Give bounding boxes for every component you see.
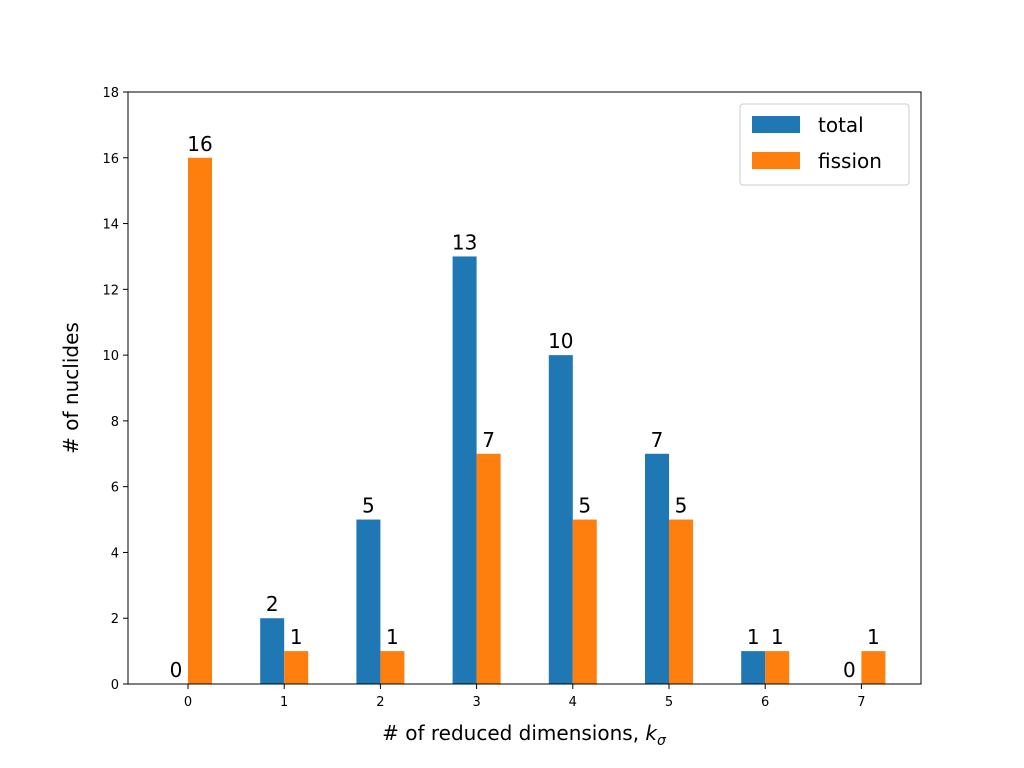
y-tick-label: 12 [102,283,119,298]
legend-label-total: total [818,113,864,137]
data-label-total-7: 0 [843,658,856,682]
legend-label-fission: fission [818,149,882,173]
bar-fission-4 [572,519,597,684]
x-axis-label-text: # of reduced dimensions, [382,721,645,745]
bars-layer [188,157,886,684]
data-label-total-6: 1 [747,625,760,649]
x-axis: 0 1 2 3 4 5 6 7 [184,684,866,710]
legend: total fission [739,103,910,186]
y-tick-label: 8 [111,415,119,430]
x-axis-label-symbol: k [645,721,658,745]
data-label-fission-0: 16 [187,132,212,156]
data-label-fission-6: 1 [771,625,784,649]
legend-swatch-total [752,116,800,133]
bar-total-2 [356,519,381,684]
y-axis-label: # of nuclides [59,322,83,454]
y-tick-label: 2 [111,612,119,627]
y-tick-label: 6 [111,481,119,496]
bar-total-4 [548,355,573,684]
data-label-fission-3: 7 [482,428,495,452]
x-tick-label: 6 [761,695,769,710]
y-tick-label: 0 [111,678,119,693]
bar-fission-0 [188,157,212,684]
bar-total-5 [645,453,669,684]
bar-fission-6 [765,651,790,684]
bar-fission-2 [380,651,405,684]
x-tick-label: 5 [665,695,673,710]
y-tick-label: 18 [102,86,119,101]
bar-fission-5 [669,519,693,684]
data-label-total-5: 7 [651,428,664,452]
bar-fission-3 [476,453,501,684]
data-label-total-0: 0 [170,658,183,682]
x-tick-label: 2 [376,695,384,710]
bar-fission-7 [861,651,886,684]
x-tick-label: 3 [472,695,480,710]
x-axis-label: # of reduced dimensions, kσ [382,721,667,749]
y-tick-label: 10 [102,349,119,364]
y-tick-label: 14 [102,218,119,233]
bar-total-3 [452,256,477,684]
x-tick-label: 7 [857,695,865,710]
plot-frame [127,91,922,685]
x-tick-label: 0 [184,695,192,710]
data-label-total-3: 13 [452,230,477,254]
x-tick-label: 4 [569,695,577,710]
data-label-fission-7: 1 [867,625,880,649]
y-axis: 0 2 4 6 8 10 12 14 16 18 [102,86,128,693]
bar-total-1 [260,618,285,684]
bar-fission-1 [284,651,309,684]
y-tick-label: 4 [111,546,119,561]
data-label-fission-5: 5 [675,494,688,518]
data-label-fission-2: 1 [386,625,399,649]
data-label-total-2: 5 [362,494,375,518]
data-label-fission-1: 1 [290,625,303,649]
data-label-fission-4: 5 [578,494,591,518]
data-label-total-4: 10 [548,329,573,353]
x-tick-label: 1 [280,695,288,710]
data-label-total-1: 2 [266,592,279,616]
x-axis-label-subscript: σ [657,733,667,749]
y-tick-label: 16 [102,152,119,167]
bar-total-6 [741,651,766,684]
legend-swatch-fission [752,152,800,169]
